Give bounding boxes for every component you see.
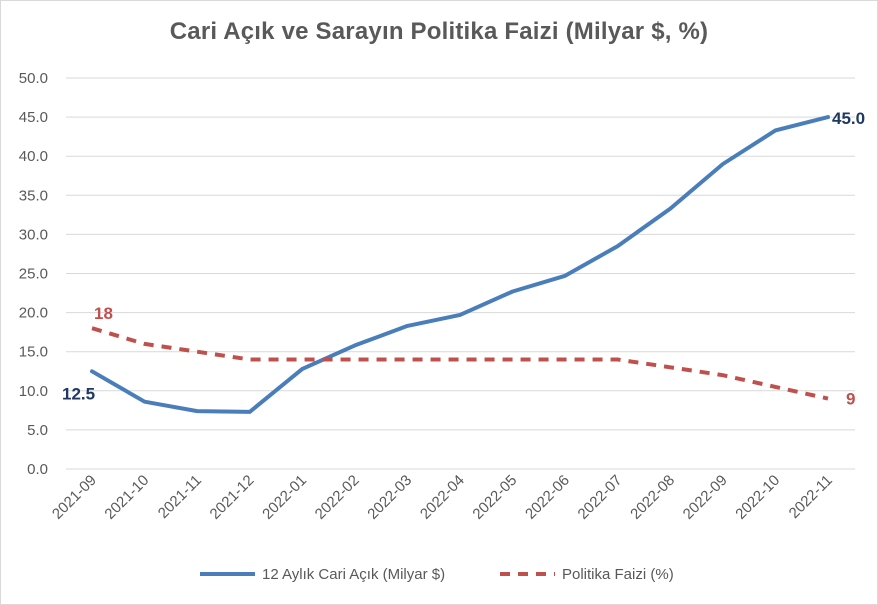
data-label-last: 45.0 [832,109,865,128]
y-tick-label: 40.0 [19,148,48,165]
y-tick-label: 30.0 [19,226,48,243]
y-tick-label: 0.0 [27,461,48,478]
y-tick-label: 45.0 [19,109,48,126]
y-tick-label: 5.0 [27,422,48,439]
x-tick-label: 2021-10 [101,472,152,523]
x-tick-label: 2021-09 [49,472,100,523]
x-tick-label: 2022-02 [312,472,363,523]
x-tick-label: 2022-04 [417,472,468,523]
x-tick-label: 2022-05 [469,472,520,523]
data-label-first: 18 [94,304,113,323]
legend-label: Politika Faizi (%) [562,566,674,583]
data-label-last: 9 [846,390,855,409]
gridlines [66,77,855,470]
x-axis: 2021-09 2021-10 2021-11 2021-12 2022-01 2022-… [49,472,836,523]
series-lines [90,115,830,414]
x-tick-label: 2022-08 [627,472,678,523]
y-tick-label: 35.0 [19,187,48,204]
y-tick-label: 20.0 [19,305,48,322]
x-tick-label: 2022-10 [732,472,783,523]
x-tick-label: 2022-01 [259,472,310,523]
data-labels: 12.5 45.0 18 9 [62,109,865,409]
x-tick-label: 2022-06 [522,472,573,523]
legend: 12 Aylık Cari Açık (Milyar $) Politika Fa… [200,566,674,583]
y-tick-label: 15.0 [19,344,48,361]
policy-rate-line [91,326,829,401]
x-tick-label: 2022-09 [680,472,731,523]
y-axis: 0.0 5.0 10.0 15.0 20.0 25.0 30.0 35.0 40.0 45.0 50… [19,70,48,478]
current-account-deficit-line [90,115,830,414]
y-tick-label: 10.0 [19,383,48,400]
y-tick-label: 50.0 [19,70,48,87]
x-tick-label: 2021-12 [207,472,258,523]
chart-title: Cari Açık ve Sarayın Politika Faizi (Mil… [169,18,709,45]
x-tick-label: 2021-11 [155,472,205,522]
data-label-first: 12.5 [62,384,95,403]
x-tick-label: 2022-07 [575,472,626,523]
x-tick-label: 2022-03 [364,472,415,523]
x-tick-label: 2022-11 [786,472,836,522]
legend-label: 12 Aylık Cari Açık (Milyar $) [262,566,445,583]
y-tick-label: 25.0 [19,266,48,283]
